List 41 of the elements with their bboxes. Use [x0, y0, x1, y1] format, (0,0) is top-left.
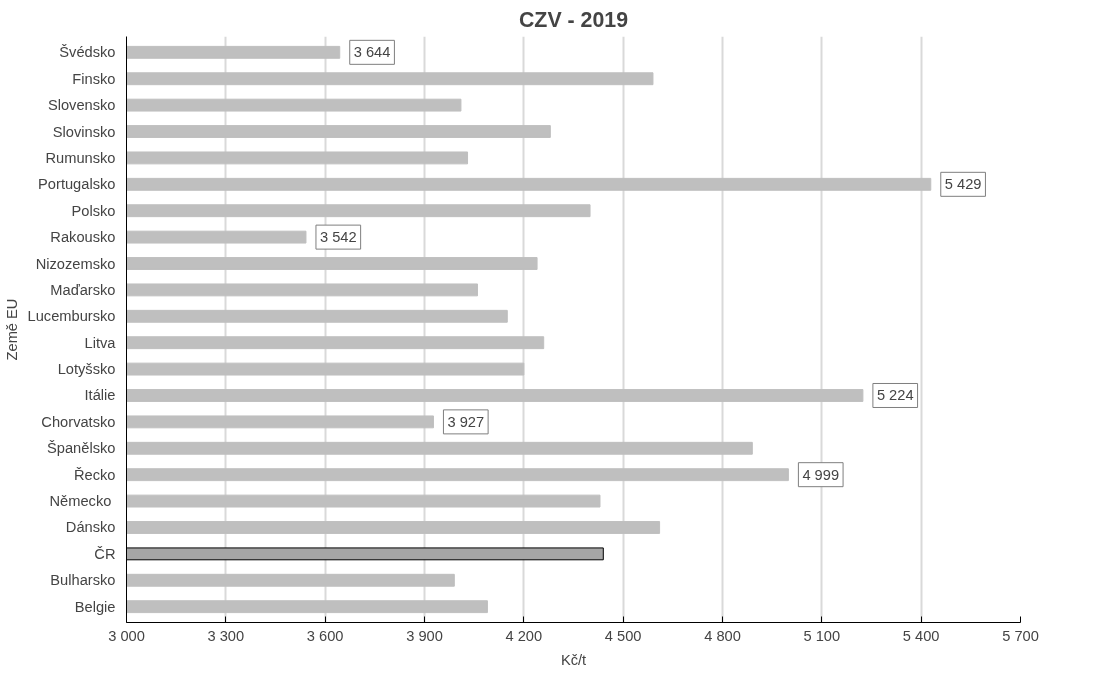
y-tick-label: Chorvatsko: [41, 413, 116, 430]
y-tick-label: Nizozemsko: [35, 255, 116, 272]
y-tick-label: Portugalsko: [38, 176, 116, 193]
y-tick-label: Finsko: [72, 70, 116, 87]
y-axis-title: Země EU: [3, 298, 20, 361]
y-tick-label: Švédsko: [59, 44, 116, 61]
y-tick-label: ČR: [94, 545, 116, 562]
y-tick-label: Belgie: [74, 598, 116, 615]
data-label: 5 224: [876, 387, 914, 404]
chart-title: CZV - 2019: [518, 7, 629, 32]
y-tick-label: Slovensko: [47, 97, 116, 114]
y-tick-label: Německo: [49, 493, 112, 510]
x-tick-label: 4 800: [704, 627, 741, 644]
y-tick-label: Slovinsko: [52, 123, 116, 140]
x-tick-label: 5 100: [803, 627, 841, 644]
data-label: 3 644: [353, 44, 391, 61]
y-tick-label: Rumunsko: [45, 149, 116, 166]
x-axis-title: Kč/t: [560, 651, 587, 668]
y-tick-label: Dánsko: [65, 519, 116, 536]
y-tick-label: Lotyšsko: [57, 361, 116, 378]
y-tick-label: Itálie: [84, 387, 116, 404]
x-tick-label: 5 400: [902, 627, 940, 644]
x-tick-label: 3 000: [108, 627, 145, 644]
y-tick-label: Litva: [84, 334, 117, 351]
data-label: 3 927: [447, 413, 485, 430]
x-tick-label: 4 200: [505, 627, 543, 644]
y-tick-label: Bulharsko: [50, 572, 116, 589]
x-tick-label: 5 700: [1002, 627, 1039, 644]
x-tick-label: 3 600: [306, 627, 344, 644]
y-tick-label: Maďarsko: [50, 281, 116, 298]
y-tick-label: Polsko: [71, 202, 116, 219]
y-tick-label: Rakousko: [50, 229, 116, 246]
data-label: 3 542: [319, 229, 357, 246]
data-label: 4 999: [802, 466, 840, 483]
y-tick-label: Španělsko: [47, 440, 116, 457]
data-label: 5 429: [944, 176, 982, 193]
x-tick-label: 3 900: [406, 627, 443, 644]
x-tick-label: 4 500: [604, 627, 642, 644]
y-tick-label: Řecko: [73, 466, 116, 483]
x-tick-label: 3 300: [207, 627, 245, 644]
y-tick-label: Lucembursko: [27, 308, 116, 325]
